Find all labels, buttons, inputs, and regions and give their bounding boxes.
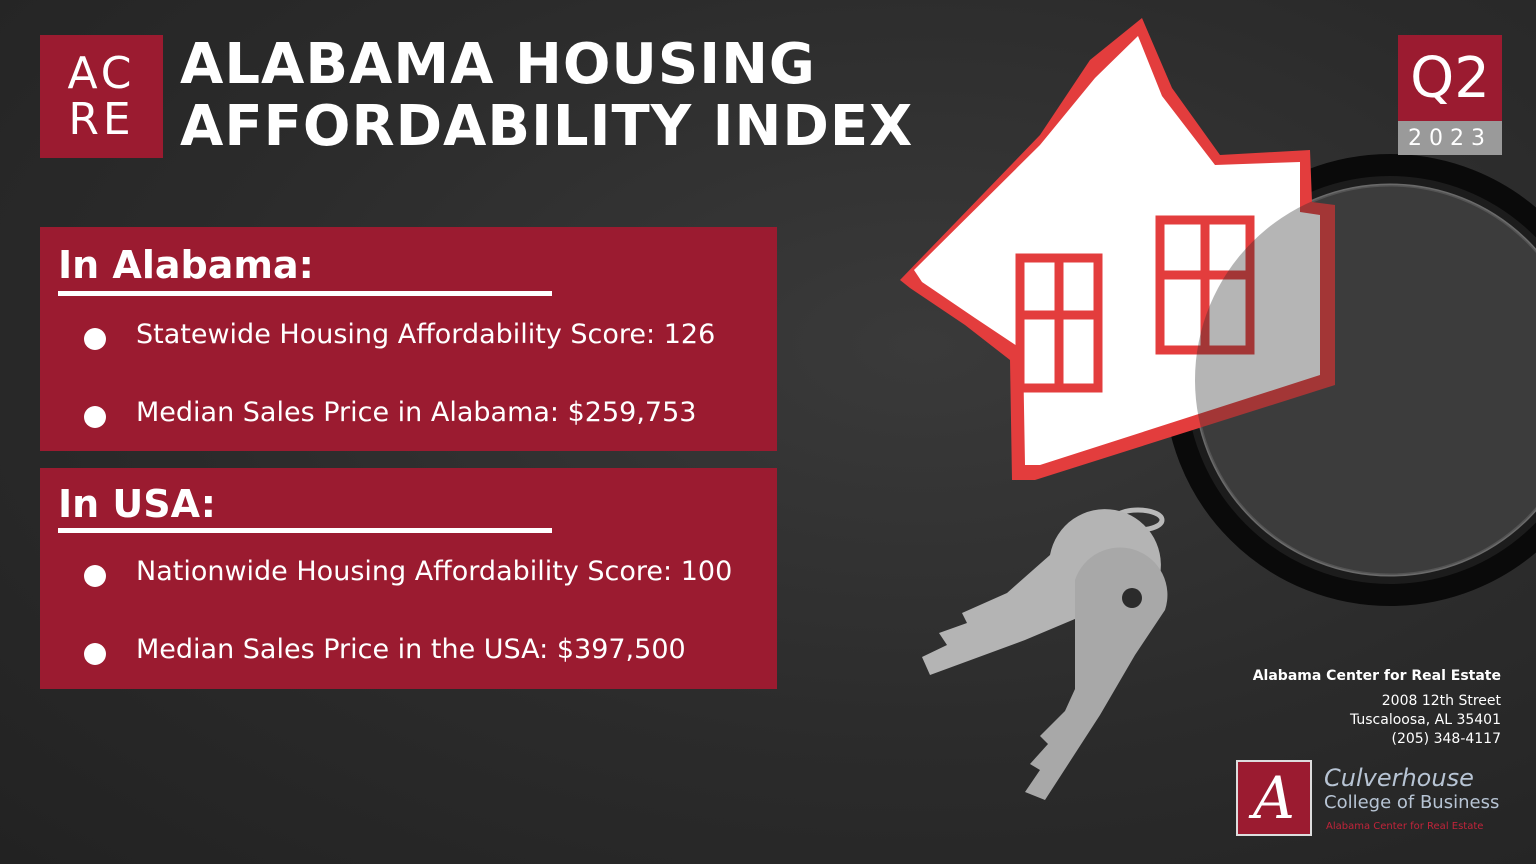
page-title: ALABAMA HOUSING AFFORDABILITY INDEX bbox=[180, 34, 913, 158]
culverhouse-a-logo: A bbox=[1236, 760, 1312, 836]
college-name-line-2: College of Business bbox=[1324, 792, 1500, 813]
usa-score: Nationwide Housing Affordability Score: … bbox=[136, 556, 733, 587]
alabama-median-price: Median Sales Price in Alabama: $259,753 bbox=[136, 397, 697, 428]
period-badge: Q2 2023 bbox=[1398, 35, 1502, 155]
contact-street: 2008 12th Street bbox=[1381, 693, 1501, 709]
college-name-line-1: Culverhouse bbox=[1324, 764, 1474, 792]
house-keys-magnifier-illustration bbox=[900, 18, 1536, 800]
usa-heading: In USA: bbox=[58, 482, 216, 526]
quarter-label: Q2 bbox=[1398, 35, 1502, 121]
acre-logo: AC RE bbox=[40, 35, 163, 158]
usa-panel: In USA: Nationwide Housing Affordability… bbox=[40, 468, 777, 689]
keys-icon bbox=[922, 507, 1168, 800]
usa-median-price: Median Sales Price in the USA: $397,500 bbox=[136, 634, 686, 665]
alabama-heading: In Alabama: bbox=[58, 243, 314, 287]
title-line-1: ALABAMA HOUSING bbox=[180, 32, 816, 97]
contact-organization: Alabama Center for Real Estate bbox=[1252, 668, 1501, 684]
contact-phone: (205) 348-4117 bbox=[1391, 731, 1502, 747]
logo-line-1: AC bbox=[67, 47, 136, 99]
bullet-icon bbox=[84, 643, 106, 665]
contact-block: Alabama Center for Real Estate 2008 12th… bbox=[1253, 668, 1501, 749]
college-name-line-3: Alabama Center for Real Estate bbox=[1326, 821, 1484, 832]
alabama-score: Statewide Housing Affordability Score: 1… bbox=[136, 319, 716, 350]
year-label: 2023 bbox=[1398, 121, 1502, 155]
title-line-2: AFFORDABILITY INDEX bbox=[180, 94, 914, 159]
paper-house-icon bbox=[900, 18, 1335, 480]
bullet-icon bbox=[84, 328, 106, 350]
script-a-icon: A bbox=[1253, 764, 1295, 832]
alabama-panel: In Alabama: Statewide Housing Affordabil… bbox=[40, 227, 777, 451]
alabama-heading-rule bbox=[58, 291, 552, 296]
contact-city: Tuscaloosa, AL 35401 bbox=[1349, 712, 1501, 728]
bullet-icon bbox=[84, 406, 106, 428]
bullet-icon bbox=[84, 565, 106, 587]
usa-heading-rule bbox=[58, 528, 552, 533]
logo-line-2: RE bbox=[68, 93, 135, 145]
